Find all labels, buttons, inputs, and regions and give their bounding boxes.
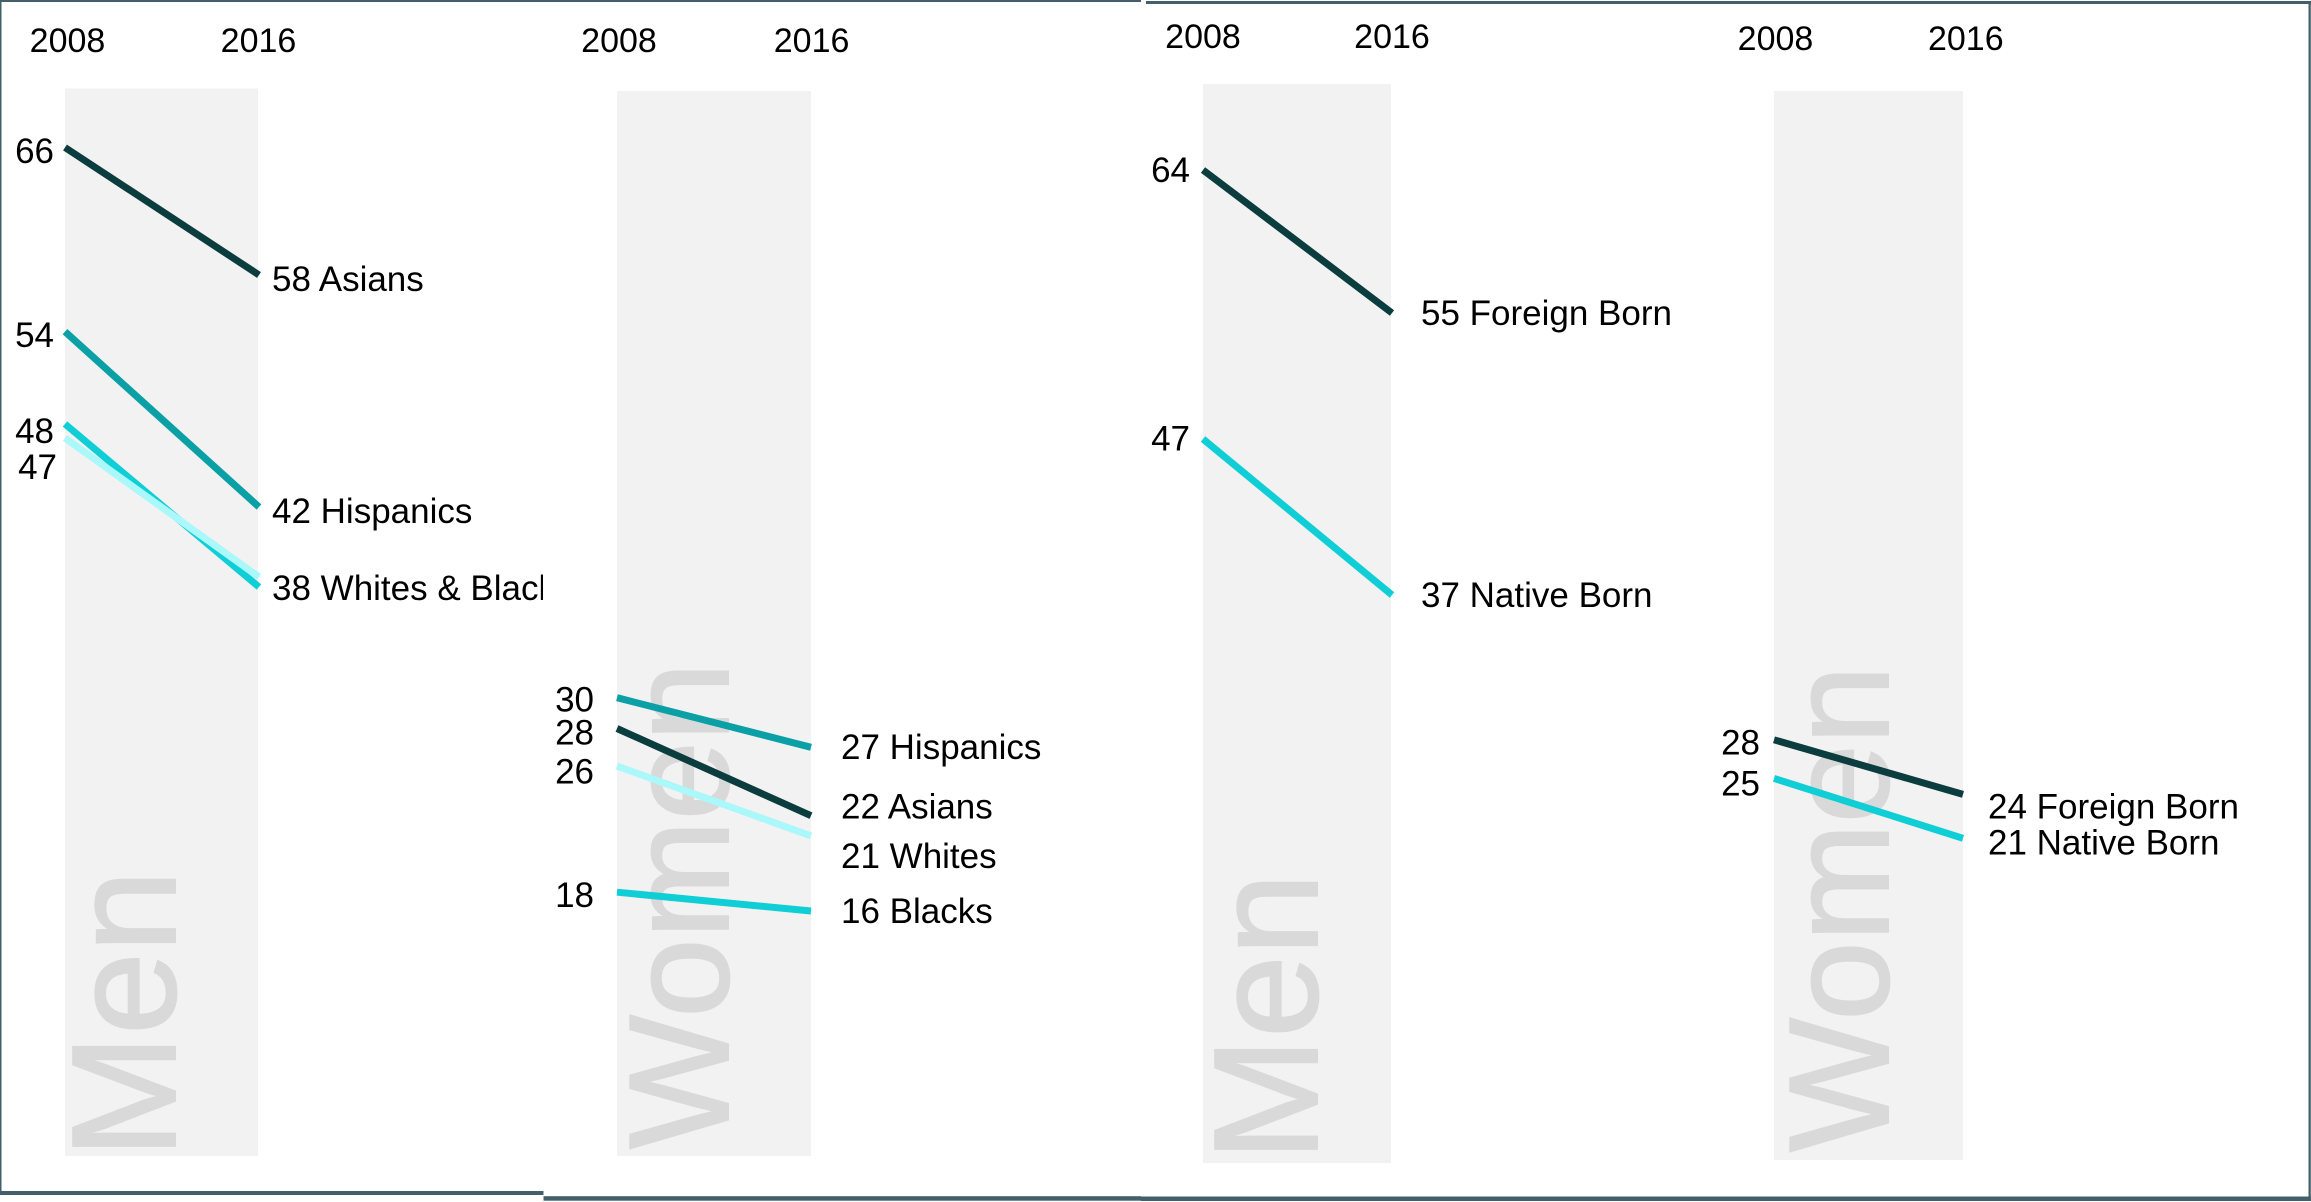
svg-text:21 Whites: 21 Whites — [841, 837, 997, 876]
svg-text:2016: 2016 — [774, 22, 850, 60]
svg-text:2016: 2016 — [221, 22, 297, 60]
svg-text:Women: Women — [1760, 665, 1919, 1152]
svg-text:47: 47 — [1151, 420, 1190, 459]
svg-text:16 Blacks: 16 Blacks — [841, 892, 993, 931]
svg-text:54: 54 — [15, 316, 54, 355]
svg-text:2008: 2008 — [1738, 20, 1814, 58]
svg-text:58 Asians: 58 Asians — [272, 260, 424, 299]
svg-text:28: 28 — [1721, 724, 1760, 763]
svg-text:28: 28 — [555, 714, 594, 753]
svg-text:47: 47 — [18, 448, 57, 487]
svg-text:2016: 2016 — [1354, 18, 1430, 56]
svg-text:18: 18 — [555, 876, 594, 915]
svg-text:30: 30 — [555, 681, 594, 720]
svg-text:2008: 2008 — [1165, 18, 1241, 56]
svg-text:24 Foreign Born: 24 Foreign Born — [1988, 787, 2239, 826]
svg-text:22 Asians: 22 Asians — [841, 787, 993, 826]
svg-text:21 Native Born: 21 Native Born — [1988, 823, 2220, 862]
svg-text:25: 25 — [1721, 765, 1760, 804]
svg-text:2016: 2016 — [1928, 20, 2004, 58]
svg-text:27 Hispanics: 27 Hispanics — [841, 728, 1041, 767]
svg-text:2008: 2008 — [581, 22, 657, 60]
svg-text:Men: Men — [1184, 873, 1349, 1161]
svg-text:55 Foreign Born: 55 Foreign Born — [1421, 294, 1672, 333]
svg-text:48: 48 — [15, 412, 54, 451]
svg-text:Men: Men — [42, 870, 207, 1158]
svg-text:42 Hispanics: 42 Hispanics — [272, 492, 472, 531]
svg-text:64: 64 — [1151, 151, 1190, 190]
svg-text:26: 26 — [555, 753, 594, 792]
svg-text:38 Whites & Blacks: 38 Whites & Blacks — [272, 569, 574, 608]
svg-text:37 Native Born: 37 Native Born — [1421, 576, 1653, 615]
svg-text:66: 66 — [15, 132, 54, 171]
svg-text:2008: 2008 — [30, 22, 106, 60]
